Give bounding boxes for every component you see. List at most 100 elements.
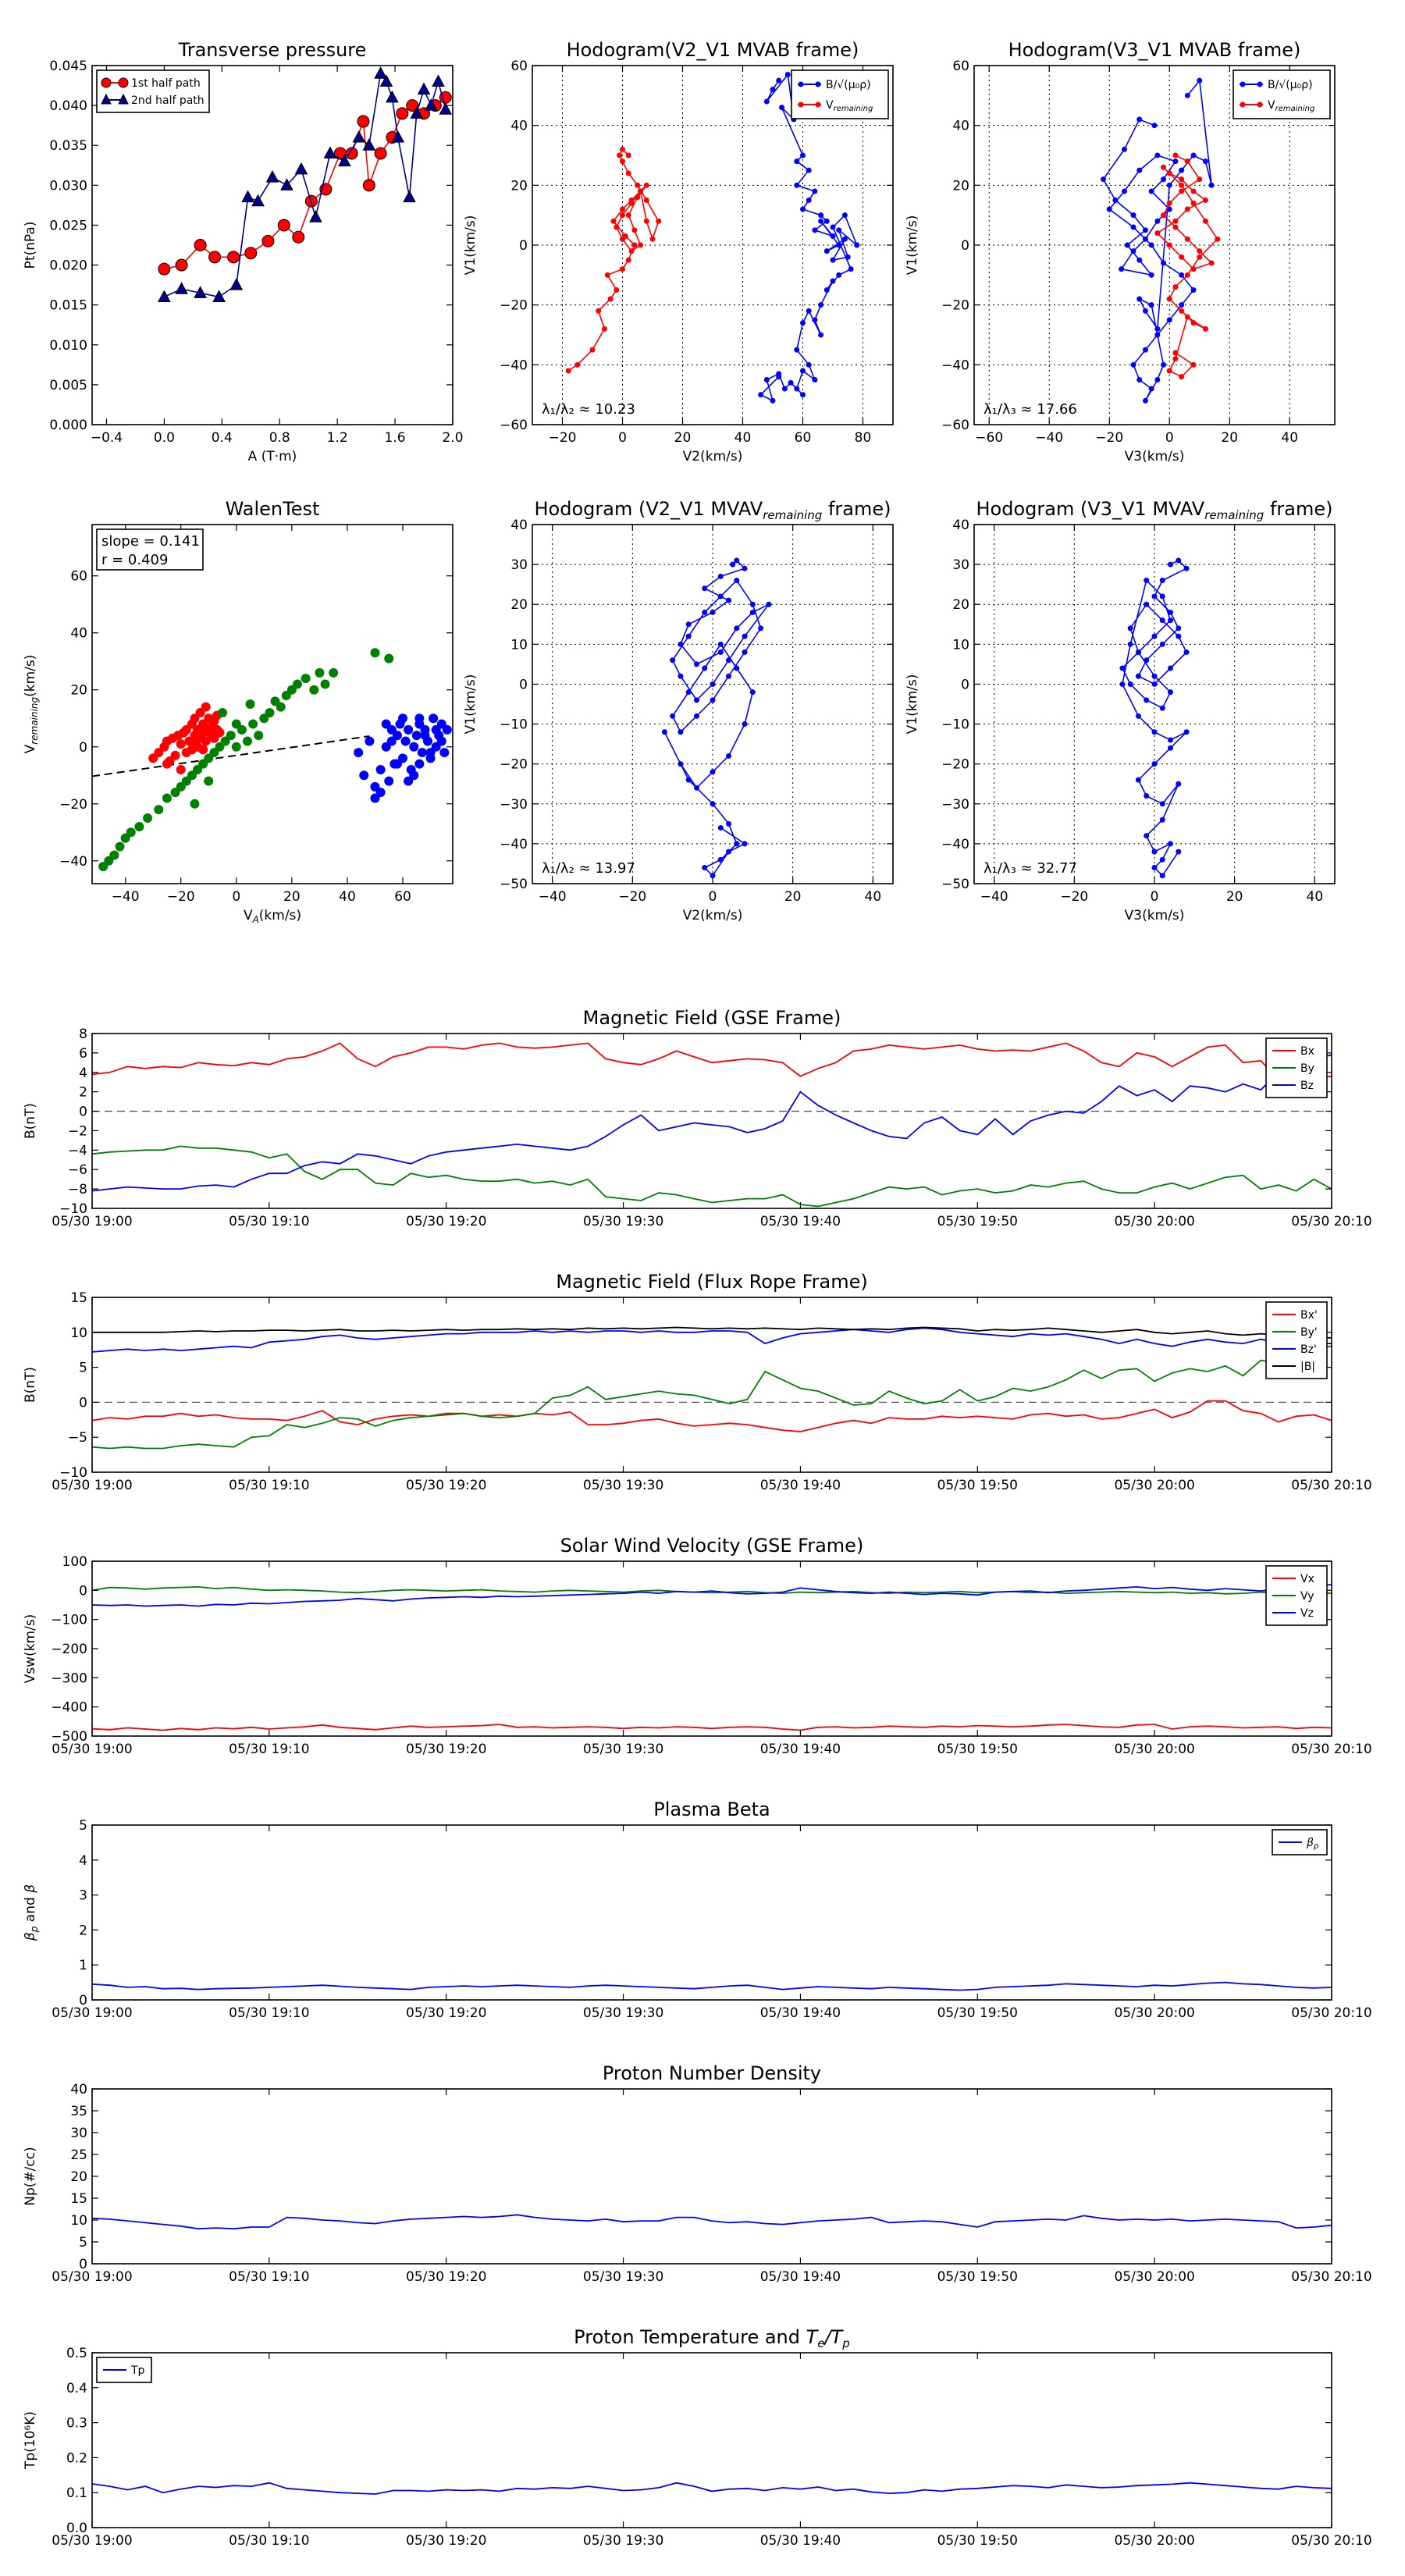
- x-tick-label: 20: [1221, 430, 1238, 446]
- legend: Bx By Bz: [1265, 1037, 1328, 1098]
- scatter-point: [162, 759, 172, 769]
- chart-h4: −40 −20 0 20 40 −50 −40 −30 −20 −10 0 10 20 30 40 Hodog…: [905, 498, 1336, 923]
- data-point: [1168, 617, 1174, 624]
- legend: B/√(μ₀ρ) Vremaining: [791, 69, 889, 119]
- x-tick-label: 05/30 20:00: [1114, 1478, 1194, 1493]
- data-point: [830, 257, 836, 263]
- data-point: [1144, 697, 1150, 703]
- x-tick-label: −20: [1095, 430, 1123, 446]
- y-tick-label: −10: [59, 1465, 87, 1481]
- data-point: [410, 106, 424, 119]
- data-point: [685, 689, 692, 696]
- data-point: [643, 218, 649, 224]
- y-tick-label: 60: [70, 569, 87, 585]
- x-tick-label: 05/30 20:10: [1291, 2533, 1371, 2549]
- data-point: [1159, 593, 1165, 600]
- data-point: [1179, 302, 1185, 308]
- y-tick-label: 25: [70, 2147, 87, 2163]
- legend-box: [791, 69, 889, 119]
- scatter-point: [442, 724, 452, 735]
- data-point: [1161, 260, 1167, 266]
- scatter-point: [115, 841, 125, 852]
- legend-label: βp: [1306, 1837, 1318, 1851]
- series-line-6-0: [92, 1042, 1332, 1081]
- axes-frame: [91, 65, 454, 425]
- data-point: [638, 242, 644, 248]
- scatter-point: [365, 736, 375, 746]
- data-point: [1183, 649, 1190, 656]
- data-point: [800, 320, 806, 326]
- data-point: [1142, 236, 1148, 242]
- x-tick-label: 40: [339, 889, 356, 905]
- data-point: [848, 266, 854, 272]
- data-point: [1136, 296, 1143, 302]
- legend-label: Vremaining: [826, 99, 873, 113]
- x-tick-label: 20: [1226, 889, 1243, 905]
- plot-area: [565, 72, 860, 404]
- scatter-point: [329, 667, 339, 678]
- y-tick-label: 60: [510, 59, 528, 74]
- plot-area: [158, 66, 453, 302]
- x-tick-label: 05/30 19:10: [229, 1214, 309, 1229]
- y-tick-label: 60: [952, 59, 969, 74]
- legend: Tp: [96, 2357, 152, 2383]
- legend-marker: [1240, 81, 1246, 87]
- data-point: [1168, 561, 1174, 568]
- data-point: [794, 158, 800, 165]
- title-part: frame): [822, 498, 891, 520]
- x-tick-label: 0: [1165, 430, 1174, 446]
- data-point: [678, 673, 684, 679]
- data-point: [1151, 593, 1158, 600]
- data-point: [1168, 609, 1174, 615]
- scatter-point: [425, 748, 436, 758]
- data-point: [1172, 224, 1179, 230]
- chart-title: Proton Number Density: [603, 2062, 821, 2084]
- data-point: [1119, 266, 1125, 272]
- y-axis-label: V1(km/s): [905, 674, 920, 735]
- x-tick-label: 05/30 19:20: [406, 2005, 486, 2021]
- scatter-point: [126, 827, 136, 838]
- data-point: [1144, 833, 1150, 839]
- legend-label: Tp: [130, 2364, 145, 2377]
- data-point: [758, 625, 764, 632]
- legend-label: 1st half path: [131, 77, 201, 90]
- data-point: [758, 392, 764, 398]
- data-point: [702, 585, 708, 592]
- legend: Bx' By' Bz' |B|: [1265, 1301, 1328, 1379]
- plot-area: [92, 1326, 1332, 1450]
- data-point: [1136, 167, 1143, 173]
- data-point: [812, 317, 818, 323]
- data-point: [836, 272, 842, 278]
- data-point: [1101, 176, 1107, 183]
- y-tick-label: −10: [941, 717, 969, 733]
- scatter-point: [134, 821, 144, 831]
- data-point: [1190, 320, 1197, 326]
- data-point: [770, 397, 776, 404]
- scatter-point: [109, 850, 119, 860]
- fit-line: [92, 735, 370, 777]
- legend: βp: [1272, 1829, 1328, 1856]
- series-line-9-0: [92, 1981, 1332, 1991]
- data-point: [1127, 625, 1133, 632]
- data-point: [1184, 206, 1190, 212]
- axes-frame: [91, 1297, 1332, 1473]
- label-part: (km/s): [259, 908, 301, 923]
- scatter-point: [143, 813, 153, 824]
- data-point: [604, 272, 610, 278]
- data-point: [693, 661, 699, 667]
- legend-marker: [815, 81, 821, 87]
- series-line-1-1: [567, 148, 660, 372]
- data-point: [766, 601, 772, 607]
- legend-marker: [798, 101, 804, 108]
- y-tick-label: 0.4: [66, 2381, 87, 2396]
- data-point: [1151, 123, 1158, 129]
- data-point: [1135, 713, 1141, 719]
- data-point: [338, 154, 351, 167]
- x-tick-label: 05/30 19:20: [406, 1478, 486, 1493]
- y-tick-label: 0.015: [49, 298, 87, 314]
- x-tick-label: −20: [167, 889, 195, 905]
- data-point: [726, 849, 732, 855]
- data-point: [1179, 254, 1185, 260]
- data-point: [1184, 236, 1190, 242]
- scatter-point: [384, 776, 394, 786]
